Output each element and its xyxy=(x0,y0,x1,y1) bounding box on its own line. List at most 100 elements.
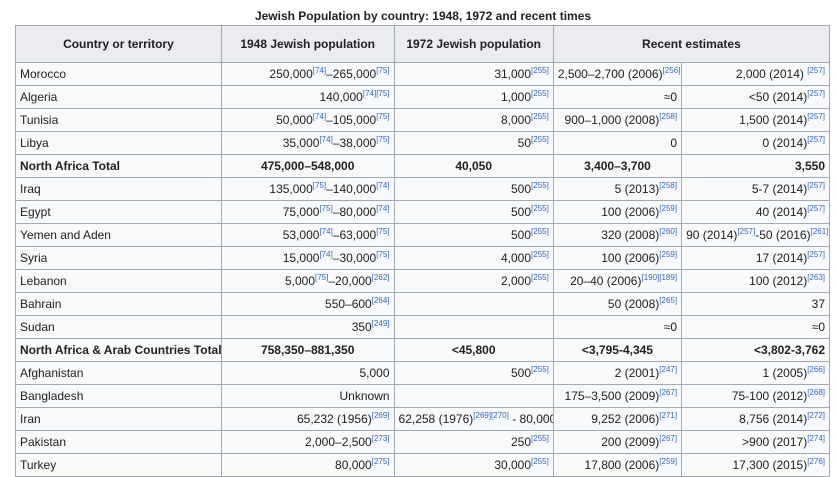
citation-link[interactable]: [255] xyxy=(531,365,549,374)
cell-text: 550–600 xyxy=(325,297,372,311)
citation-link[interactable]: [255] xyxy=(531,434,549,443)
citation-link[interactable]: [257] xyxy=(807,181,825,190)
citation-link[interactable]: [249] xyxy=(371,319,390,328)
citation-link[interactable]: [259] xyxy=(659,204,678,213)
country-cell[interactable]: Iraq xyxy=(15,177,222,201)
table-body: Morocco 250,000[74]–265,000[75] 31,000[255… xyxy=(15,62,830,477)
country-cell[interactable]: Morocco xyxy=(15,62,222,86)
citation-link[interactable]: [269][270] xyxy=(473,411,509,420)
citation-link[interactable]: [74] xyxy=(319,250,333,259)
country-cell[interactable]: Pakistan xyxy=(15,430,222,454)
citation-link[interactable]: [74] xyxy=(319,227,333,236)
citation-link[interactable]: [258] xyxy=(659,181,678,190)
header-recent[interactable]: Recent estimates xyxy=(552,25,831,63)
country-cell[interactable]: Libya xyxy=(15,131,222,155)
citation-link[interactable]: [267] xyxy=(659,434,678,443)
header-country[interactable]: Country or territory xyxy=(15,25,222,63)
country-cell[interactable]: Iran xyxy=(15,407,222,431)
citation-link[interactable]: [259] xyxy=(659,457,678,466)
citation-link[interactable]: [259] xyxy=(659,250,678,259)
citation-link[interactable]: [75] xyxy=(376,66,390,75)
country-cell[interactable]: Bahrain xyxy=(15,292,222,316)
citation-link[interactable]: [75] xyxy=(376,250,390,259)
citation-link[interactable]: [255] xyxy=(531,89,549,98)
recent-estimate-cell: 100 (2006)[259] xyxy=(552,200,683,224)
citation-link[interactable]: [255] xyxy=(531,457,549,466)
citation-link[interactable]: [74] xyxy=(376,181,390,190)
citation-link[interactable]: [74] xyxy=(319,135,333,144)
citation-link[interactable]: [276] xyxy=(807,457,825,466)
citation-link[interactable]: [255] xyxy=(531,250,549,259)
citation-link[interactable]: [75] xyxy=(376,227,390,236)
citation-link[interactable]: [255] xyxy=(531,181,549,190)
country-cell[interactable]: Tunisia xyxy=(15,108,222,132)
citation-link[interactable]: [255] xyxy=(531,112,549,121)
citation-link[interactable]: [257] xyxy=(807,250,825,259)
citation-link[interactable]: [255] xyxy=(531,66,549,75)
citation-link[interactable]: [257] xyxy=(807,135,825,144)
citation-link[interactable]: [258] xyxy=(659,112,678,121)
cell-text: 8,000 xyxy=(500,113,532,127)
citation-link[interactable]: [260] xyxy=(659,227,678,236)
country-cell[interactable]: Afghanistan xyxy=(15,361,222,385)
citation-link[interactable]: [75] xyxy=(315,273,329,282)
citation-link[interactable]: [264] xyxy=(371,296,390,305)
citation-link[interactable]: [262] xyxy=(371,273,390,282)
country-cell[interactable]: Lebanon xyxy=(15,269,222,293)
citation-link[interactable]: [263] xyxy=(807,273,825,282)
citation-link[interactable]: [255] xyxy=(531,204,549,213)
recent-estimate-2014-cell: 3,550 xyxy=(681,154,830,178)
citation-link[interactable]: [74] xyxy=(312,66,327,75)
cell-text: <45,800 xyxy=(451,343,496,357)
country-cell[interactable]: Egypt xyxy=(15,200,222,224)
citation-link[interactable]: [255] xyxy=(531,227,549,236)
citation-link[interactable]: [266] xyxy=(807,365,825,374)
citation-link[interactable]: [269] xyxy=(371,411,390,420)
cell-text: 75-100 (2012) xyxy=(731,389,808,403)
citation-link[interactable]: [255] xyxy=(531,135,549,144)
citation-link[interactable]: [74] xyxy=(312,112,327,121)
citation-link[interactable]: [257] xyxy=(737,227,756,236)
cell-text: 200 (2009) xyxy=(601,435,660,449)
country-cell[interactable]: Sudan xyxy=(15,315,222,339)
citation-link[interactable]: [75] xyxy=(319,204,333,213)
citation-link[interactable]: [257] xyxy=(807,66,825,75)
country-cell[interactable]: Bangladesh xyxy=(15,384,222,408)
recent-estimate-cell: 20–40 (2006)[190][189] xyxy=(552,269,683,293)
citation-link[interactable]: [272] xyxy=(807,411,825,420)
country-cell[interactable]: Syria xyxy=(15,246,222,270)
citation-link[interactable]: [255] xyxy=(531,273,549,282)
citation-link[interactable]: [256] xyxy=(662,66,681,75)
citation-link[interactable]: [247] xyxy=(659,365,678,374)
citation-link[interactable]: [257] xyxy=(807,89,825,98)
citation-link[interactable]: [74] xyxy=(376,204,390,213)
citation-link[interactable]: [265] xyxy=(659,296,678,305)
citation-link[interactable]: [190][189] xyxy=(641,273,678,282)
citation-link[interactable]: [274] xyxy=(807,434,825,443)
citation-link[interactable]: [74][75] xyxy=(362,89,390,98)
country-cell[interactable]: Turkey xyxy=(15,453,222,477)
citation-link[interactable]: [261] xyxy=(810,227,829,236)
country-cell[interactable]: Yemen and Aden xyxy=(15,223,222,247)
citation-link[interactable]: [273] xyxy=(371,434,390,443)
citation-link[interactable]: [268] xyxy=(807,388,825,397)
country-cell[interactable]: Algeria xyxy=(15,85,222,109)
country-cell: North Africa & Arab Countries Total xyxy=(15,338,222,362)
citation-link[interactable]: [75] xyxy=(376,112,390,121)
header-1972[interactable]: 1972 Jewish population xyxy=(393,25,554,63)
header-1948[interactable]: 1948 Jewish population xyxy=(220,25,395,63)
citation-link[interactable]: [257] xyxy=(807,204,825,213)
recent-estimate-2014-cell: 37 xyxy=(681,292,830,316)
citation-link[interactable]: [75] xyxy=(376,135,390,144)
population-1972-cell: 1,000[255] xyxy=(393,85,554,109)
recent-estimate-2014-cell: 8,756 (2014)[272] xyxy=(681,407,830,431)
citation-link[interactable]: [75] xyxy=(312,181,327,190)
citation-link[interactable]: [267] xyxy=(659,388,678,397)
citation-link[interactable]: [271] xyxy=(659,411,678,420)
citation-link[interactable]: [275] xyxy=(371,457,390,466)
cell-text: –63,000 xyxy=(332,228,377,242)
citation-link[interactable]: [257] xyxy=(807,112,825,121)
table-row: Syria 15,000[74]–30,000[75] 4,000[255] 100 … xyxy=(15,246,830,270)
population-1948-cell: Unknown xyxy=(220,384,395,408)
population-1948-cell: 5,000[75]–20,000[262] xyxy=(220,269,395,293)
